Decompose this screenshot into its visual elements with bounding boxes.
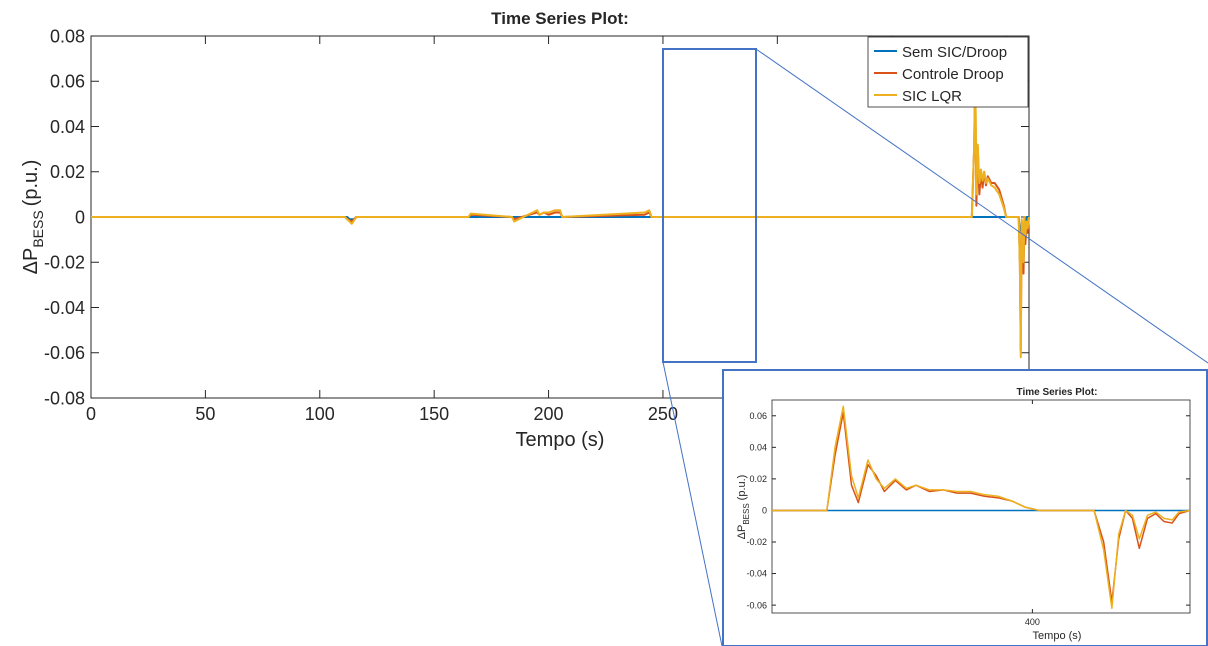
inset-series-lines — [772, 405, 1191, 610]
main-y-axis-label: ΔPBESS(p.u.) — [20, 160, 46, 275]
inset-x-tick-label: 400 — [1025, 617, 1040, 627]
zoom-callout — [662, 48, 1208, 646]
inset-y-tick-label: 0.06 — [749, 411, 767, 421]
main-x-tick-label: 200 — [534, 404, 564, 424]
legend-label-lqr: SIC LQR — [902, 88, 962, 105]
zoom-region-box — [662, 48, 757, 363]
inset-y-tick-label: 0.02 — [749, 474, 767, 484]
main-y-tick-label: -0.08 — [44, 388, 85, 408]
main-y-tick-label: 0.02 — [50, 162, 85, 182]
main-y-tick-label: 0.06 — [50, 72, 85, 92]
zoom-connector-bottom — [662, 361, 723, 646]
main-series-line-3 — [91, 66, 1030, 359]
main-x-axis-label: Tempo (s) — [516, 429, 605, 451]
inset-plot-area — [771, 399, 1191, 614]
inset-y-axis-label: ΔPBESS(p.u.) — [736, 475, 751, 540]
main-x-tick-label: 0 — [86, 404, 96, 424]
inset-chart: Time Series Plot: 400 0.06 0.04 0.02 0 -0.02 -… — [722, 369, 1208, 646]
inset-y-tick-label: -0.06 — [746, 600, 767, 610]
main-chart: Time Series Plot: 0501001502002503003504… — [20, 9, 1030, 451]
main-y-tick-label: 0 — [75, 207, 85, 227]
main-y-tick-label: 0.08 — [50, 26, 85, 46]
inset-x-axis-label: Tempo (s) — [1033, 630, 1082, 642]
legend: Sem SIC/Droop Controle Droop SIC LQR — [867, 36, 1029, 108]
inset-y-tick-label: -0.04 — [746, 569, 767, 579]
inset-y-tick-label: 0.04 — [749, 442, 767, 452]
legend-label-sem-sic: Sem SIC/Droop — [902, 44, 1007, 61]
main-x-tick-label: 50 — [195, 404, 215, 424]
legend-label-droop: Controle Droop — [902, 66, 1004, 83]
main-series-lines — [91, 66, 1030, 359]
main-x-tick-label: 250 — [648, 404, 678, 424]
inset-title: Time Series Plot: — [1017, 387, 1098, 398]
main-y-tick-label: -0.06 — [44, 343, 85, 363]
inset-series-line-2 — [772, 411, 1191, 603]
inset-series-line-3 — [772, 405, 1191, 610]
inset-y-tick-label: -0.02 — [746, 537, 767, 547]
main-x-tick-label: 100 — [305, 404, 335, 424]
main-y-tick-label: 0.04 — [50, 117, 85, 137]
main-y-tick-label: -0.02 — [44, 253, 85, 273]
main-title: Time Series Plot: — [491, 9, 629, 28]
zoom-connector-top — [755, 48, 1208, 364]
inset-y-tick-label: 0 — [762, 506, 767, 516]
main-y-tick-label: -0.04 — [44, 298, 85, 318]
main-x-tick-label: 150 — [419, 404, 449, 424]
